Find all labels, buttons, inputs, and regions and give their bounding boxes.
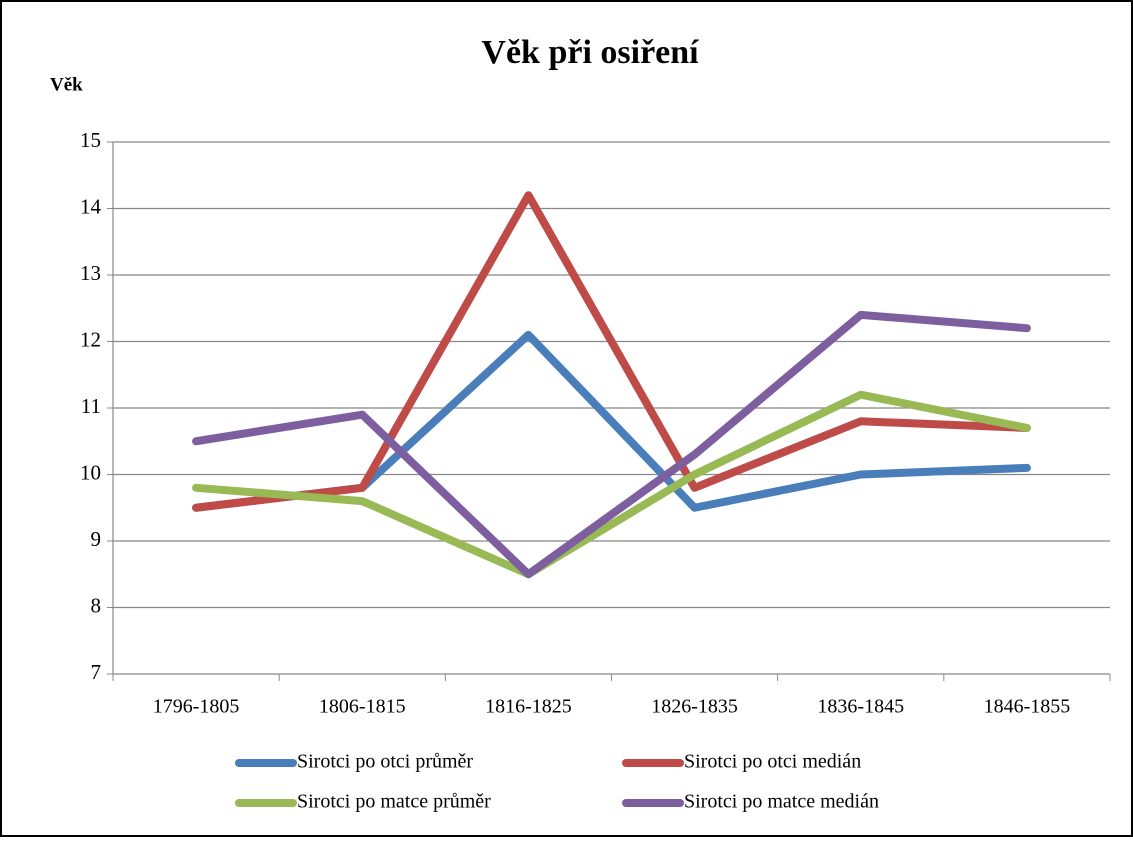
series-line: [192, 310, 1031, 579]
x-tick-label: 1796-1805: [153, 696, 240, 718]
y-tick-label: 9: [91, 527, 102, 551]
chart-title: Věk při osiření: [481, 34, 699, 71]
x-tick-label: 1806-1815: [319, 696, 406, 718]
legend-label: Sirotci po otci medián: [684, 751, 861, 773]
y-tick-label: 11: [81, 394, 101, 418]
y-tick-label: 7: [91, 660, 102, 684]
series-line: [192, 191, 1031, 512]
x-tick-label: 1846-1855: [984, 696, 1071, 718]
x-tick-label: 1836-1845: [817, 696, 904, 718]
series-line: [192, 390, 1031, 579]
y-tick-label: 8: [91, 593, 102, 617]
legend-label: Sirotci po otci průměr: [297, 751, 473, 773]
y-tick-label: 12: [80, 327, 101, 351]
y-tick-label: 10: [80, 460, 101, 484]
x-tick-label: 1826-1835: [651, 696, 738, 718]
y-tick-label: 14: [80, 194, 102, 218]
y-axis-label: Věk: [50, 74, 83, 95]
y-tick-label: 15: [80, 128, 101, 152]
x-tick-label: 1816-1825: [485, 696, 572, 718]
legend-label: Sirotci po matce průměr: [297, 791, 491, 813]
y-tick-label: 13: [80, 261, 101, 285]
legend-label: Sirotci po matce medián: [684, 791, 879, 813]
